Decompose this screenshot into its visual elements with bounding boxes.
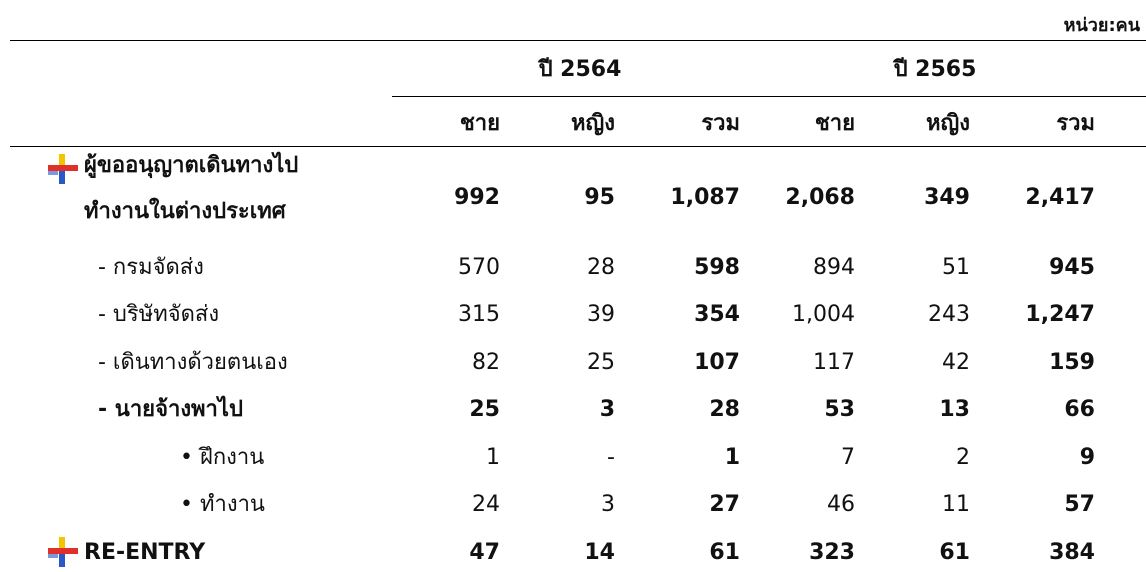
cell: 159 (1049, 349, 1095, 375)
cell: 107 (694, 349, 740, 375)
cell: 61 (709, 539, 740, 565)
column-header: รวม (701, 111, 740, 136)
top-rule (10, 40, 1146, 41)
cell: 28 (709, 397, 740, 423)
cell: 945 (1049, 254, 1095, 280)
cell: 3 (601, 492, 615, 518)
cell: 117 (813, 349, 855, 375)
cell: 598 (694, 254, 740, 280)
cell: 9 (1079, 444, 1095, 470)
row-label: - เดินทางด้วยตนเอง (98, 349, 288, 375)
column-header: ชาย (814, 111, 855, 136)
cell: 384 (1049, 539, 1095, 565)
row-label: • ทำงาน (180, 492, 265, 518)
cell: 53 (824, 397, 855, 423)
cell: 1,087 (670, 185, 740, 210)
cell: 27 (709, 492, 740, 518)
row-label: ผู้ขออนุญาตเดินทางไป (84, 153, 299, 178)
cell: - (607, 444, 615, 470)
cell: 349 (924, 185, 970, 210)
cell: 1,247 (1025, 302, 1095, 328)
cell: 7 (841, 444, 855, 470)
row-label: • ฝึกงาน (180, 444, 265, 470)
column-header: หญิง (926, 111, 970, 136)
year-header: ปี 2565 (893, 57, 977, 82)
cell: 24 (472, 492, 500, 518)
cell: 315 (458, 302, 500, 328)
year-header: ปี 2564 (538, 57, 622, 82)
cell: 57 (1064, 492, 1095, 518)
cell: 47 (469, 539, 500, 565)
row-label: - บริษัทจัดส่ง (98, 302, 220, 328)
cell: 3 (599, 397, 615, 423)
column-header: ชาย (459, 111, 500, 136)
cell: 2 (956, 444, 970, 470)
row-label: - กรมจัดส่ง (98, 254, 204, 280)
row-label: - นายจ้างพาไป (98, 397, 243, 423)
row-icon (48, 536, 78, 567)
cell: 992 (454, 185, 500, 210)
cell: 11 (942, 492, 970, 518)
cell: 25 (587, 349, 615, 375)
year-rule (392, 96, 1146, 97)
cell: 1 (486, 444, 500, 470)
cell: 66 (1064, 397, 1095, 423)
unit-label: หน่วย:คน (1063, 15, 1140, 36)
cell: 354 (694, 302, 740, 328)
row-label: RE-ENTRY (84, 539, 206, 565)
cell: 28 (587, 254, 615, 280)
cell: 2,417 (1025, 185, 1095, 210)
cell: 51 (942, 254, 970, 280)
cell: 2,068 (785, 185, 855, 210)
column-header: รวม (1056, 111, 1095, 136)
cell: 42 (942, 349, 970, 375)
column-header: หญิง (571, 111, 615, 136)
cell: 1 (724, 444, 740, 470)
cell: 323 (809, 539, 855, 565)
cell: 61 (939, 539, 970, 565)
cell: 243 (928, 302, 970, 328)
cell: 13 (939, 397, 970, 423)
row-label: ทำงานในต่างประเทศ (84, 199, 286, 224)
cell: 95 (584, 185, 615, 210)
cell: 894 (813, 254, 855, 280)
cell: 46 (827, 492, 855, 518)
cell: 570 (458, 254, 500, 280)
header-rule (10, 146, 1146, 147)
cell: 82 (472, 349, 500, 375)
row-icon (48, 154, 78, 184)
cell: 1,004 (792, 302, 855, 328)
cell: 14 (584, 539, 615, 565)
cell: 39 (587, 302, 615, 328)
cell: 25 (469, 397, 500, 423)
